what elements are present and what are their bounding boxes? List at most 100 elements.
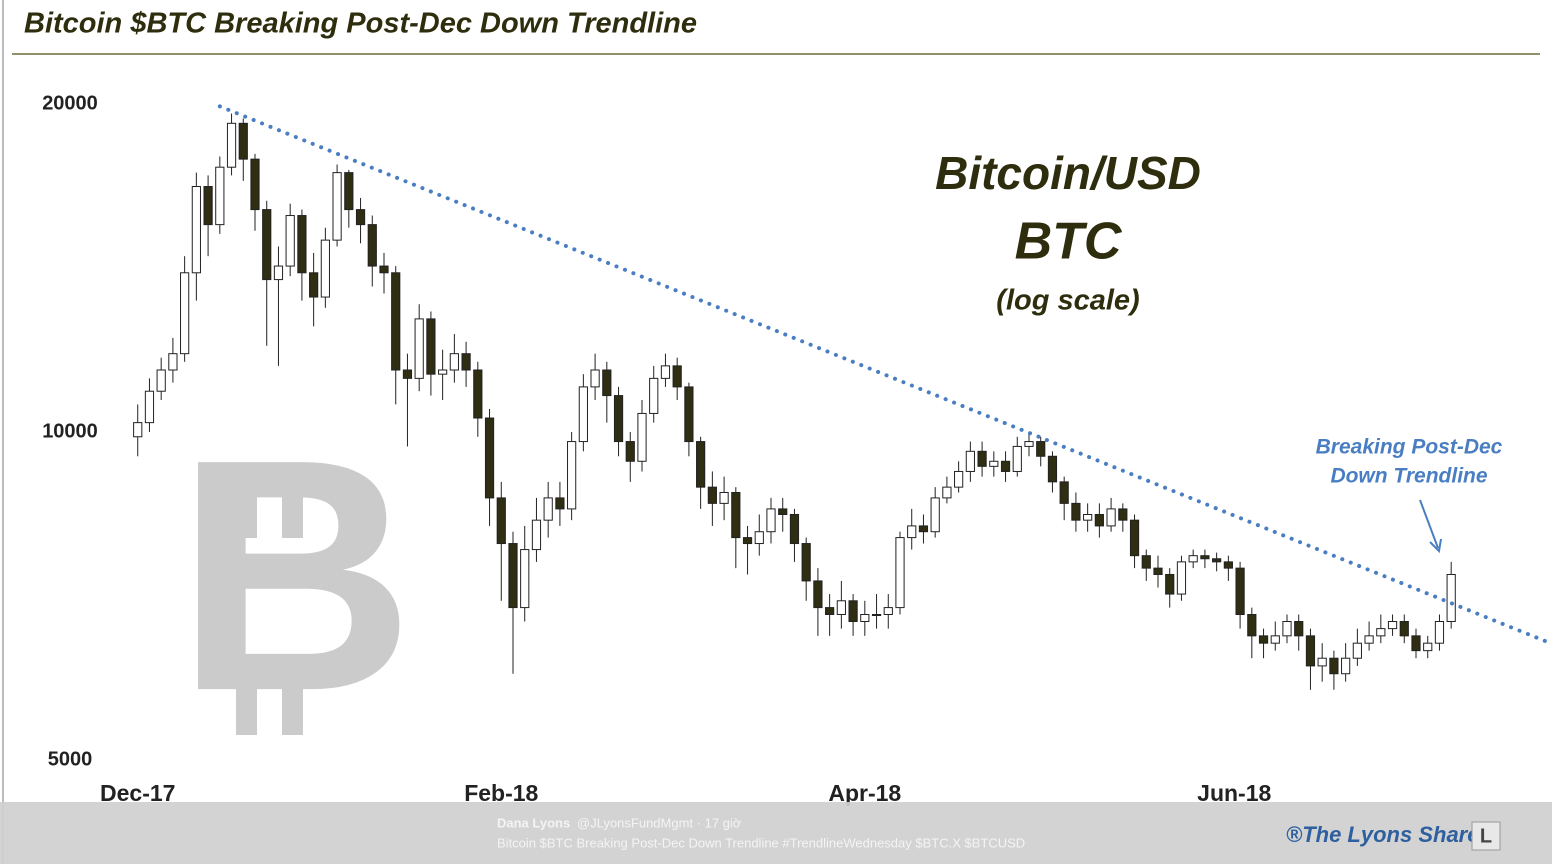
candle-body: [778, 508, 788, 516]
candle-body: [625, 441, 635, 462]
candle-body: [860, 613, 870, 623]
candle-body: [813, 580, 823, 609]
footer-bar: [0, 802, 1552, 864]
candle-body: [133, 422, 143, 438]
candle-body: [1317, 657, 1327, 667]
candle-body: [1387, 621, 1398, 630]
trendline: [217, 104, 1547, 643]
x-tick-label: Apr-18: [828, 780, 901, 806]
candle-body: [1071, 502, 1081, 521]
candle-body: [1165, 573, 1175, 595]
candle-body: [649, 377, 659, 414]
candle-body: [297, 215, 307, 274]
candle-body: [871, 613, 882, 616]
x-tick-label: Feb-18: [464, 780, 538, 806]
candle-body: [496, 497, 506, 545]
candle-body: [1411, 635, 1421, 652]
candle-body: [309, 272, 319, 298]
candle-body: [1423, 642, 1433, 652]
candle-body: [1129, 519, 1140, 557]
y-tick-label: 5000: [48, 748, 93, 770]
candle-body: [719, 491, 729, 504]
annotation-arrow: [1419, 499, 1442, 554]
candle-body: [1036, 441, 1046, 457]
y-tick-label: 10000: [42, 420, 98, 442]
candle-body: [484, 417, 495, 499]
candle-body: [977, 450, 987, 467]
candle-body: [1083, 514, 1093, 521]
candle-body: [344, 172, 354, 211]
candle-body: [1329, 657, 1339, 675]
candle-body: [1352, 642, 1362, 659]
brand-logo-box: [1471, 821, 1501, 851]
candle-body: [320, 239, 330, 298]
candle-body: [1434, 621, 1445, 644]
candle-body: [461, 353, 471, 371]
candle-body: [414, 318, 424, 379]
candle-body: [355, 209, 366, 226]
candle-body: [449, 353, 459, 371]
candle-body: [1000, 460, 1011, 472]
candle-body: [965, 450, 975, 472]
candle-body: [731, 491, 741, 539]
candle-body: [1341, 657, 1351, 675]
annotation: Breaking Post-Dec: [1316, 436, 1503, 459]
candle-body: [191, 186, 201, 274]
candle-body: [226, 122, 237, 168]
svg-text:B: B: [176, 390, 414, 759]
candle-body: [1047, 455, 1058, 483]
candle-body: [1141, 555, 1151, 569]
candle-body: [438, 369, 448, 375]
candle-body: [168, 353, 178, 371]
bitcoin-logo: B: [176, 390, 414, 759]
x-tick-label: Jun-18: [1197, 780, 1271, 806]
candle-body: [1399, 621, 1409, 637]
plot-area: 5000 10000 20000 Dec-17 Feb-18 Apr-18 Jun-18: [42, 92, 1547, 806]
candle-body: [660, 365, 671, 379]
candle-body: [1364, 635, 1374, 644]
candle-body: [1223, 561, 1233, 569]
candle-body: [391, 272, 401, 371]
candle-body: [238, 122, 248, 160]
candle-body: [1376, 628, 1386, 637]
candle-body: [930, 497, 940, 533]
candle-body: [1235, 567, 1245, 615]
candle-body: [332, 172, 342, 241]
candle-body: [1153, 567, 1163, 575]
candle-body: [1106, 508, 1116, 527]
candle-body: [203, 186, 213, 226]
tweet-handle[interactable]: @JLyonsFundMgmt · 17 giờ: [577, 815, 742, 830]
candle-body: [696, 441, 706, 488]
candle-body: [848, 600, 858, 623]
candle-body: [918, 525, 929, 533]
candle-body: [508, 543, 518, 609]
candle-body: [895, 537, 905, 609]
candle-body: [473, 369, 483, 419]
candle-body: [754, 531, 764, 545]
candle-body: [180, 272, 190, 355]
candle-body: [1188, 555, 1198, 563]
candle-body: [1270, 635, 1280, 644]
candle-body: [1446, 573, 1456, 623]
candle-body: [789, 514, 800, 545]
annotation: Down Trendline: [1330, 465, 1487, 488]
candle-body: [672, 365, 682, 388]
candle-body: [742, 537, 753, 545]
candle-body: [907, 525, 917, 539]
candle-body: [684, 386, 694, 443]
brand: ®The Lyons Share: [1286, 822, 1479, 847]
x-tick-label: Dec-17: [100, 780, 175, 806]
candle-body: [144, 390, 155, 424]
candle-body: [1094, 514, 1104, 527]
candle-body: [1305, 635, 1316, 667]
candle-body: [567, 441, 577, 510]
candle-body: [156, 369, 166, 392]
candle-body: [1012, 445, 1022, 472]
candle-body: [836, 600, 846, 615]
candle-body: [262, 209, 272, 281]
candle-body: [613, 395, 624, 443]
tweet-author[interactable]: Dana Lyons: [497, 815, 570, 830]
candle-body: [1212, 558, 1222, 563]
candle-body: [590, 369, 600, 388]
